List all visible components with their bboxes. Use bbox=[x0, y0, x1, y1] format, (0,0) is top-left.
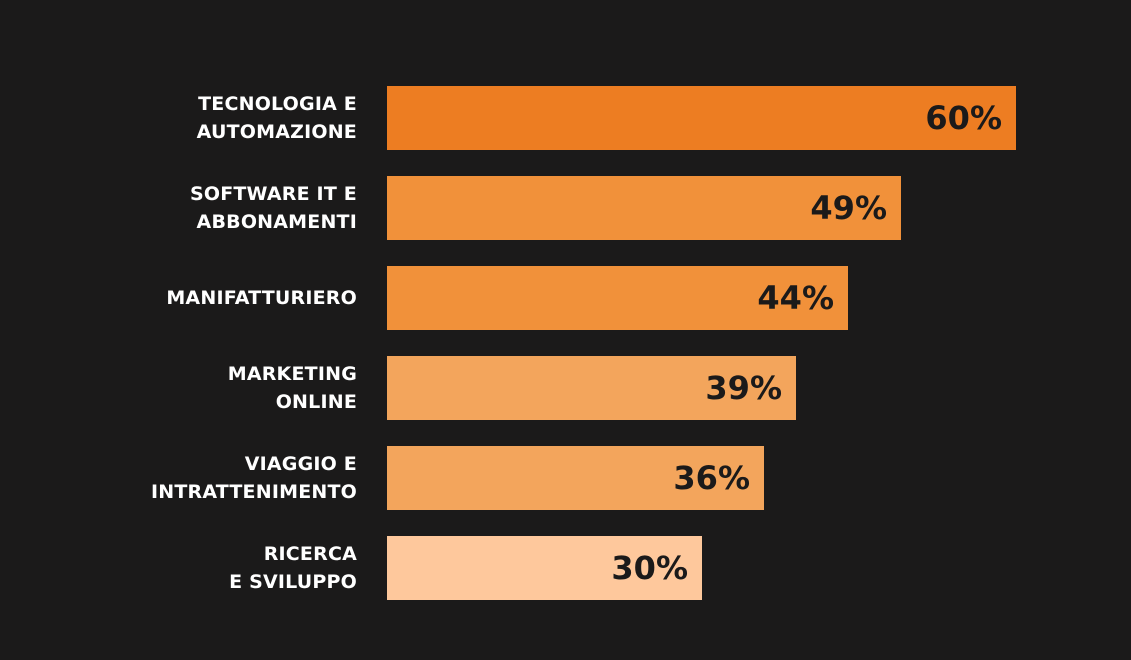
category-label: SOFTWARE IT E ABBONAMENTI bbox=[189, 183, 357, 233]
category-label: MARKETING ONLINE bbox=[227, 363, 357, 413]
bar-value-label: 44% bbox=[757, 279, 834, 317]
category-label: RICERCA E SVILUPPO bbox=[229, 543, 357, 593]
bar bbox=[387, 356, 796, 420]
bar bbox=[387, 176, 901, 240]
category-label: MANIFATTURIERO bbox=[166, 287, 357, 309]
bar-value-label: 49% bbox=[810, 189, 887, 227]
bar-value-label: 30% bbox=[611, 549, 688, 587]
bar bbox=[387, 86, 1016, 150]
bar-value-label: 39% bbox=[705, 369, 782, 407]
category-label: TECNOLOGIA E AUTOMAZIONE bbox=[196, 93, 357, 143]
bar-value-label: 60% bbox=[925, 99, 1002, 137]
bar-value-label: 36% bbox=[673, 459, 750, 497]
bar bbox=[387, 446, 764, 510]
bar bbox=[387, 266, 848, 330]
bar bbox=[387, 536, 702, 600]
category-label: VIAGGIO E INTRATTENIMENTO bbox=[151, 453, 357, 503]
